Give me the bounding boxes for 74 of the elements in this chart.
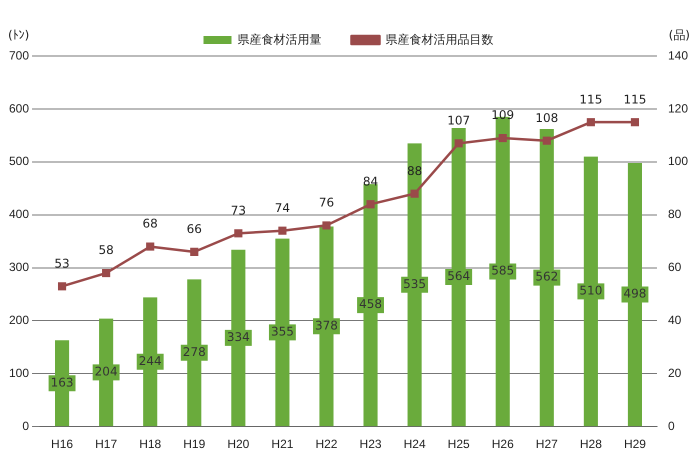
x-tick-label: H20 [227,437,250,452]
point [102,268,110,278]
point [542,136,551,145]
data-label: 76 [318,196,334,210]
x-tick-label: H17 [95,437,118,452]
y2-tick-label: 0 [668,418,675,433]
point [498,134,507,142]
data-label: 334 [226,330,250,344]
y2-tick-label: 140 [668,48,688,62]
y-tick-label: 600 [8,101,30,116]
point [366,200,375,208]
point [58,282,66,290]
x-tick-label: H29 [624,437,646,452]
point [410,190,419,198]
y-tick-label: 300 [8,260,30,274]
point [146,242,154,251]
x-tick-label: H16 [51,437,74,452]
data-label: 115 [579,92,602,106]
data-label: 58 [98,243,114,258]
y2-tick-label: 80 [668,207,682,222]
y-tick-label: 0 [22,418,30,433]
point [454,139,463,148]
point [278,226,286,235]
x-tick-label: H24 [404,437,426,452]
x-tick-label: H27 [536,437,558,452]
data-label: 115 [623,92,646,106]
y2-tick-label: 40 [668,313,682,328]
data-label: 204 [94,364,118,378]
data-label: 88 [406,164,422,178]
data-label: 74 [274,200,290,215]
data-label: 107 [447,113,470,128]
y2-tick-label: 120 [668,101,688,116]
point [630,118,640,126]
data-label: 244 [138,354,162,368]
y-tick-label: 400 [8,207,30,222]
y-axis-title: (ﾄﾝ) [8,28,30,42]
legend-label: 県産食材活用品目数 [386,32,494,46]
point [234,229,242,238]
point [190,248,198,256]
data-label: 73 [230,203,246,218]
data-label: 68 [142,216,158,231]
x-tick-label: H22 [315,437,338,452]
data-label: 562 [535,270,558,284]
x-tick-label: H23 [360,437,382,452]
point [586,118,595,126]
data-label: 535 [403,276,426,291]
y-tick-label: 100 [8,366,30,380]
point [322,221,331,230]
data-label: 108 [535,110,558,125]
data-label: 564 [447,269,470,284]
data-label: 378 [315,318,338,332]
x-tick-label: H18 [139,437,162,452]
data-label: 458 [359,297,382,312]
data-label: 66 [186,222,202,236]
y2-tick-label: 100 [668,154,688,168]
data-label: 355 [270,324,294,338]
data-label: 278 [182,344,206,359]
y2-tick-label: 20 [668,366,682,380]
data-label: 53 [54,256,70,270]
legend-label: 県産食材活用量 [238,32,322,46]
data-label: 510 [579,283,602,298]
y-tick-label: 700 [8,48,30,62]
x-tick-label: H26 [492,437,514,452]
data-label: 585 [491,264,514,278]
y-tick-label: 200 [8,313,30,328]
y-tick-label: 500 [8,154,30,168]
y2-tick-label: 60 [668,260,682,274]
y2-axis-title: (品) [668,28,690,42]
x-tick-label: H28 [580,437,602,452]
data-label: 498 [623,286,646,301]
x-tick-label: H19 [183,437,206,452]
x-tick-label: H21 [271,437,294,452]
x-tick-label: H25 [448,437,470,452]
data-label: 163 [50,375,74,390]
